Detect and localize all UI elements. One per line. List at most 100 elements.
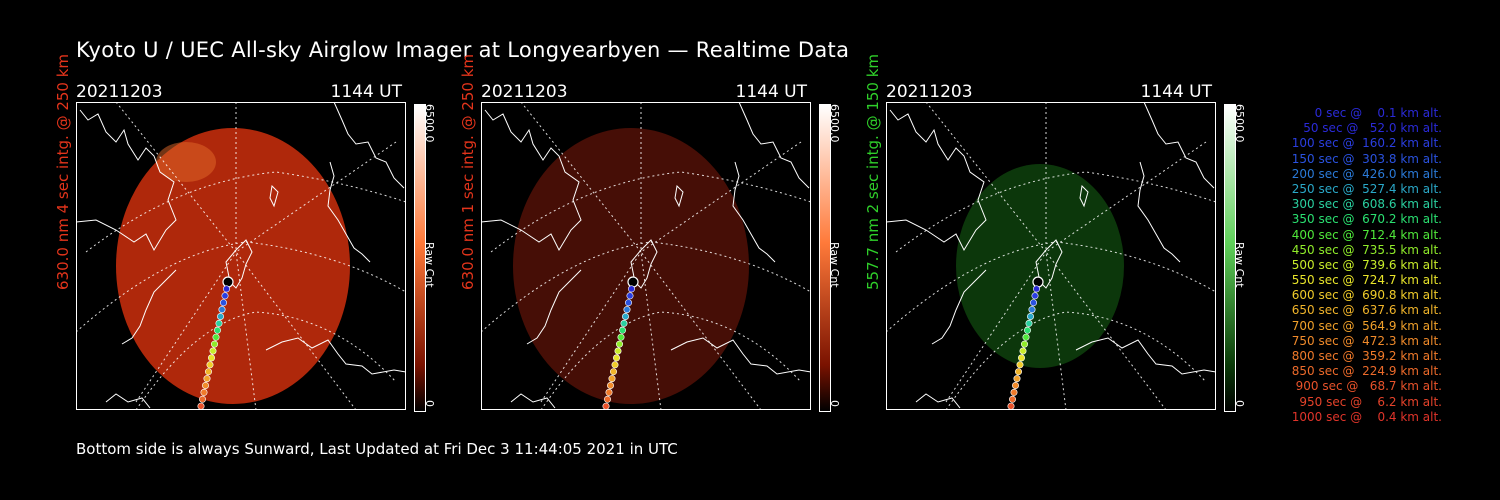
allsky-image <box>886 102 1216 410</box>
orbit-marker <box>1025 319 1033 327</box>
airglow-panel-630nm-1s: 20211203 1144 UT 630.0 nm 1 sec intg <box>459 54 841 430</box>
orbit-marker <box>1022 333 1030 341</box>
orbit-marker <box>608 375 616 383</box>
coastline <box>481 109 582 252</box>
orbit-marker <box>199 395 207 403</box>
orbit-marker <box>627 276 639 288</box>
orbit-marker <box>1033 285 1041 293</box>
coastline <box>526 269 582 345</box>
colorbar <box>414 104 426 412</box>
coastline <box>333 102 405 189</box>
coastline <box>76 109 177 252</box>
coastline <box>269 184 279 208</box>
colorbar-min: 0 <box>1233 400 1246 407</box>
colorbar <box>1224 104 1236 412</box>
orbit-marker <box>1021 340 1029 348</box>
orbit-marker <box>221 292 229 300</box>
colorbar-max: 6500.0 <box>423 104 436 143</box>
coastline <box>105 393 151 409</box>
orbit-marker <box>610 368 618 376</box>
legend-row: 100 sec @ 160.2 km alt. <box>1287 136 1442 151</box>
orbit-marker <box>604 395 612 403</box>
page-title: Kyoto U / UEC All-sky Airglow Imager at … <box>76 38 850 62</box>
orbit-marker <box>1013 375 1021 383</box>
airglow-image-disk <box>513 128 749 404</box>
orbit-marker <box>211 340 219 348</box>
graticule <box>481 102 811 410</box>
graticule <box>76 102 406 410</box>
panel-ylabel: 630.0 nm 4 sec intg. @ 250 km <box>54 53 72 290</box>
orbit-marker <box>218 306 226 314</box>
coastline <box>931 269 987 345</box>
panel-time: 1144 UT <box>330 82 403 102</box>
orbit-marker <box>208 354 216 362</box>
legend-row: 250 sec @ 527.4 km alt. <box>1287 181 1442 196</box>
orbit-marker <box>628 285 636 293</box>
legend-row: 950 sec @ 6.2 km alt. <box>1295 394 1442 409</box>
legend-row: 350 sec @ 670.2 km alt. <box>1287 212 1442 227</box>
orbit-track <box>602 276 639 410</box>
legend-row: 850 sec @ 224.9 km alt. <box>1287 364 1442 379</box>
orbit-marker <box>1016 361 1024 369</box>
coastline <box>1143 102 1215 189</box>
airglow-panel-630nm-4s: 20211203 1144 UT 630.0 nm 4 sec <box>54 54 436 430</box>
orbit-marker <box>222 276 234 288</box>
legend-row: 50 sec @ 52.0 km alt. <box>1295 121 1442 136</box>
graticule <box>886 102 1216 410</box>
orbit-marker <box>616 340 624 348</box>
orbit-marker <box>1030 299 1038 307</box>
orbit-marker <box>1024 326 1032 334</box>
airglow-image-disk <box>116 128 350 404</box>
colorbar-min: 0 <box>828 400 841 407</box>
legend-row: 1000 sec @ 0.4 km alt. <box>1291 409 1442 424</box>
orbit-marker <box>220 299 228 307</box>
airglow-bright-patch <box>156 142 216 182</box>
panel-ylabel: 557.7 nm 2 sec intg. @ 150 km <box>864 53 882 290</box>
orbit-marker <box>1007 402 1015 410</box>
legend-row: 750 sec @ 472.3 km alt. <box>1287 333 1442 348</box>
altitude-legend: 0 sec @ 0.1 km alt. 50 sec @ 52.0 km alt… <box>1262 106 1442 425</box>
coastline <box>886 109 987 252</box>
orbit-marker <box>206 361 214 369</box>
orbit-marker <box>607 381 615 389</box>
legend-row: 400 sec @ 712.4 km alt. <box>1287 227 1442 242</box>
allsky-image <box>76 102 406 410</box>
footer-note: Bottom side is always Sunward, Last Upda… <box>76 440 678 458</box>
panel-ylabel: 630.0 nm 1 sec intg. @ 250 km <box>459 53 477 290</box>
legend-row: 200 sec @ 426.0 km alt. <box>1287 166 1442 181</box>
orbit-marker <box>623 306 631 314</box>
orbit-marker <box>1031 292 1039 300</box>
panel-date: 20211203 <box>481 82 568 102</box>
orbit-marker <box>622 313 630 321</box>
orbit-track <box>1007 276 1044 410</box>
orbit-marker <box>1012 381 1020 389</box>
orbit-marker <box>214 326 222 334</box>
colorbar-max: 6500.0 <box>1233 104 1246 143</box>
legend-row: 450 sec @ 735.5 km alt. <box>1287 242 1442 257</box>
orbit-marker <box>1010 388 1018 396</box>
airglow-image-disk <box>956 164 1124 368</box>
legend-row: 650 sec @ 637.6 km alt. <box>1287 303 1442 318</box>
orbit-marker <box>217 313 225 321</box>
coastline <box>674 184 684 208</box>
orbit-marker <box>611 361 619 369</box>
orbit-marker <box>1015 368 1023 376</box>
coastline <box>1137 161 1181 263</box>
legend-row: 800 sec @ 359.2 km alt. <box>1287 349 1442 363</box>
orbit-marker <box>200 388 208 396</box>
panel-date: 20211203 <box>76 82 163 102</box>
coastline <box>510 393 556 409</box>
coastline <box>915 393 961 409</box>
airglow-panel-557nm-2s: 20211203 1144 UT 557.7 nm 2 sec intg <box>864 54 1246 430</box>
colorbar-min: 0 <box>423 400 436 407</box>
orbit-marker <box>602 402 610 410</box>
orbit-marker <box>619 326 627 334</box>
orbit-marker <box>1019 347 1027 355</box>
legend-row: 700 sec @ 564.9 km alt. <box>1287 318 1442 333</box>
orbit-marker <box>203 375 211 383</box>
colorbar-unit: Raw Cnt <box>423 242 436 288</box>
orbit-marker <box>1009 395 1017 403</box>
orbit-marker <box>625 299 633 307</box>
coastline <box>738 102 810 189</box>
orbit-marker <box>205 368 213 376</box>
